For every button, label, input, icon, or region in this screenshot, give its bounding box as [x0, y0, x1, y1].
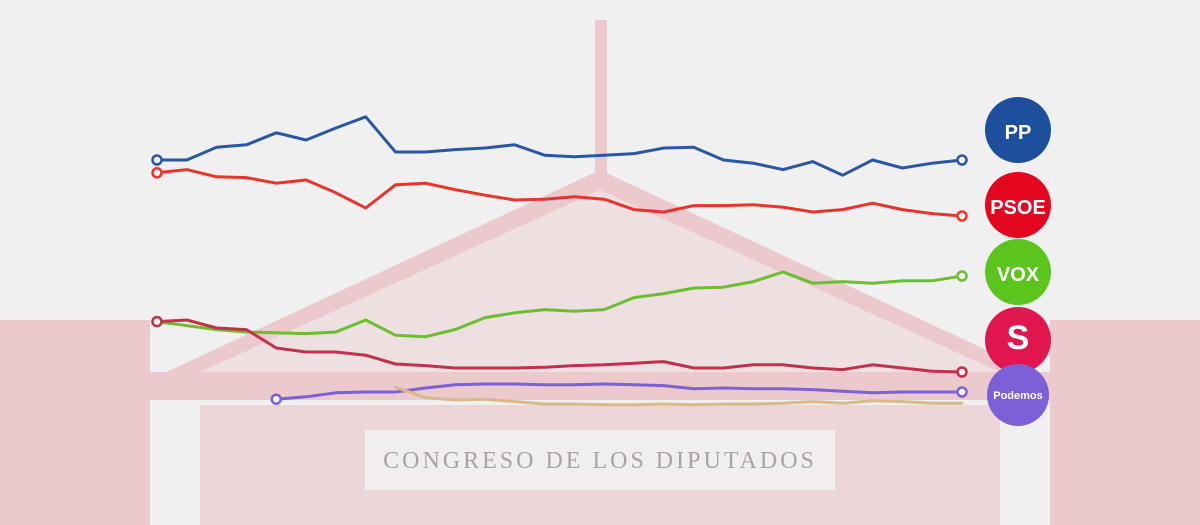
end-marker — [956, 366, 968, 378]
end-marker — [151, 315, 163, 328]
series-line — [274, 382, 964, 401]
legend-label: PP — [1005, 122, 1032, 144]
end-marker — [956, 210, 968, 222]
series-line — [155, 270, 964, 339]
end-marker — [956, 270, 968, 282]
legend-label: VOX — [997, 264, 1040, 286]
end-marker — [151, 167, 163, 179]
legend-logo — [987, 364, 1049, 426]
series-line — [155, 318, 964, 374]
building — [0, 20, 1200, 525]
legend-label: PSOE — [990, 197, 1046, 219]
series-line — [394, 385, 964, 407]
legend-logo — [985, 172, 1051, 238]
inscription: CONGRESO DE LOS DIPUTADOS — [383, 448, 817, 474]
legend-logo — [985, 239, 1051, 305]
series-line — [155, 168, 964, 218]
legend-logo — [985, 307, 1051, 373]
legend-label: S — [1007, 319, 1030, 357]
end-marker — [956, 386, 968, 398]
legend-label: Podemos — [993, 390, 1043, 402]
end-marker — [151, 154, 163, 166]
end-marker — [956, 154, 968, 166]
end-marker — [270, 393, 283, 405]
legend-logo — [985, 97, 1051, 163]
series-line — [155, 115, 964, 177]
